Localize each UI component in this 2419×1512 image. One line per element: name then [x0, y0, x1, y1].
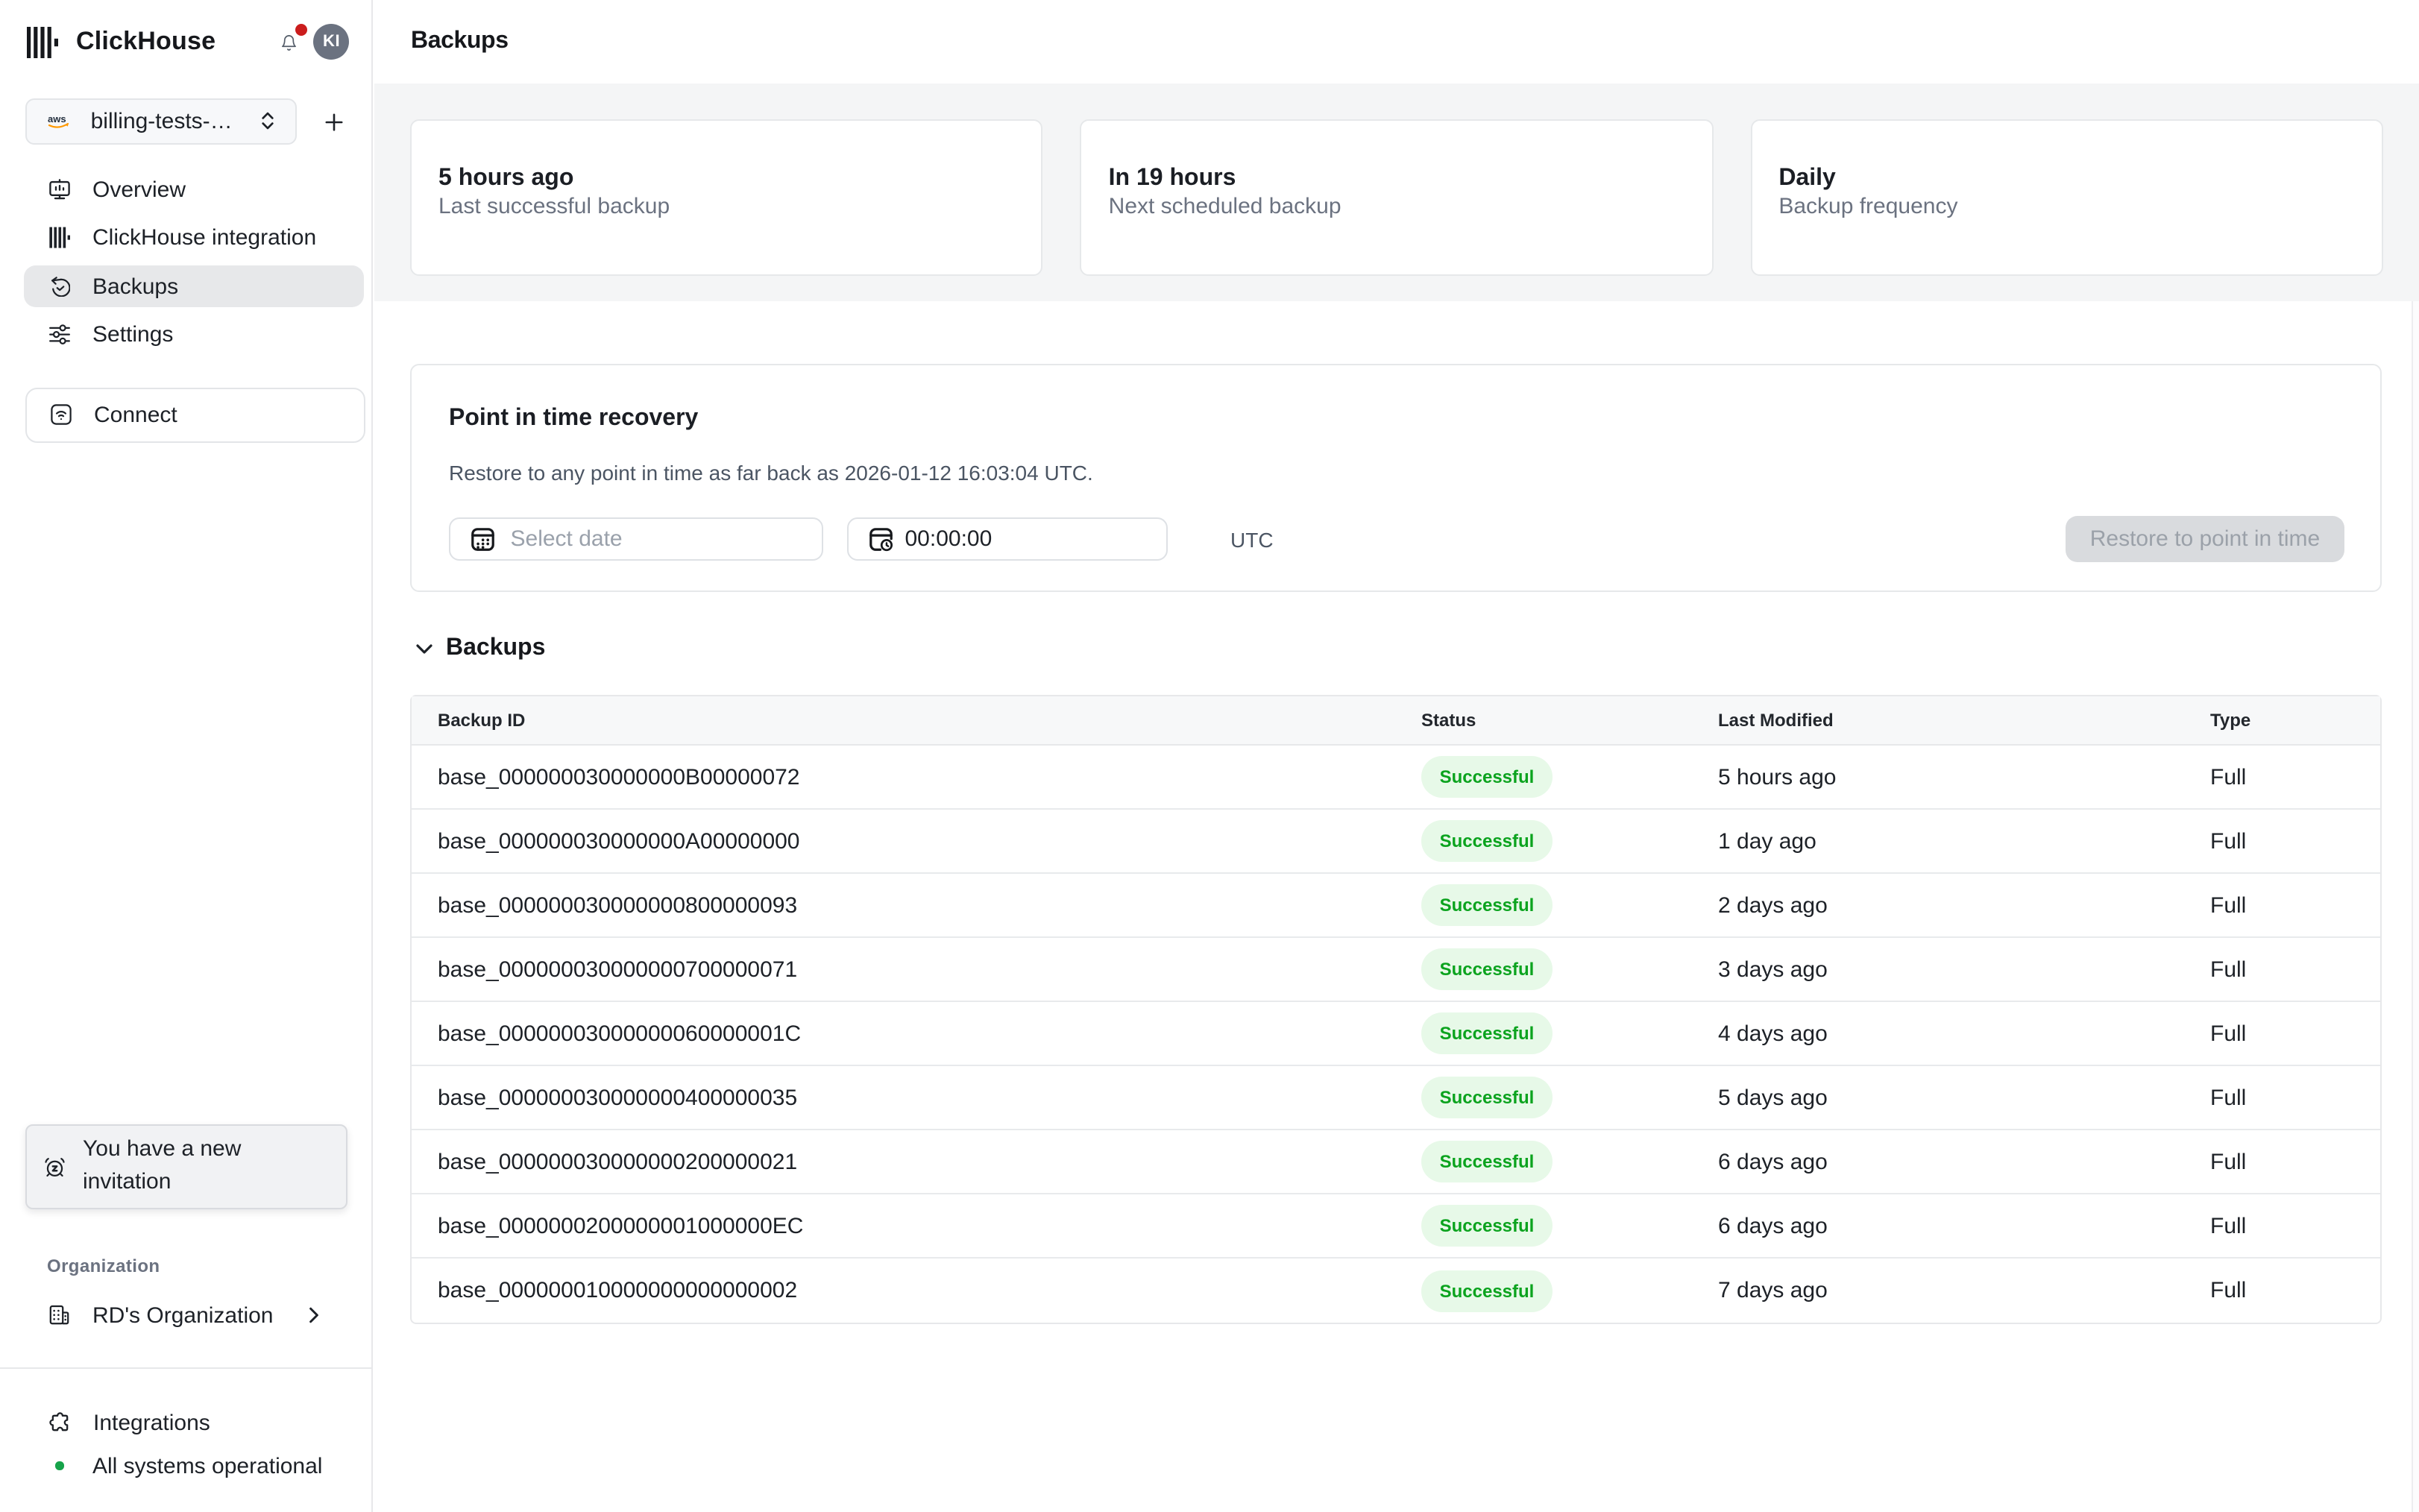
- svg-text:aws: aws: [48, 113, 66, 125]
